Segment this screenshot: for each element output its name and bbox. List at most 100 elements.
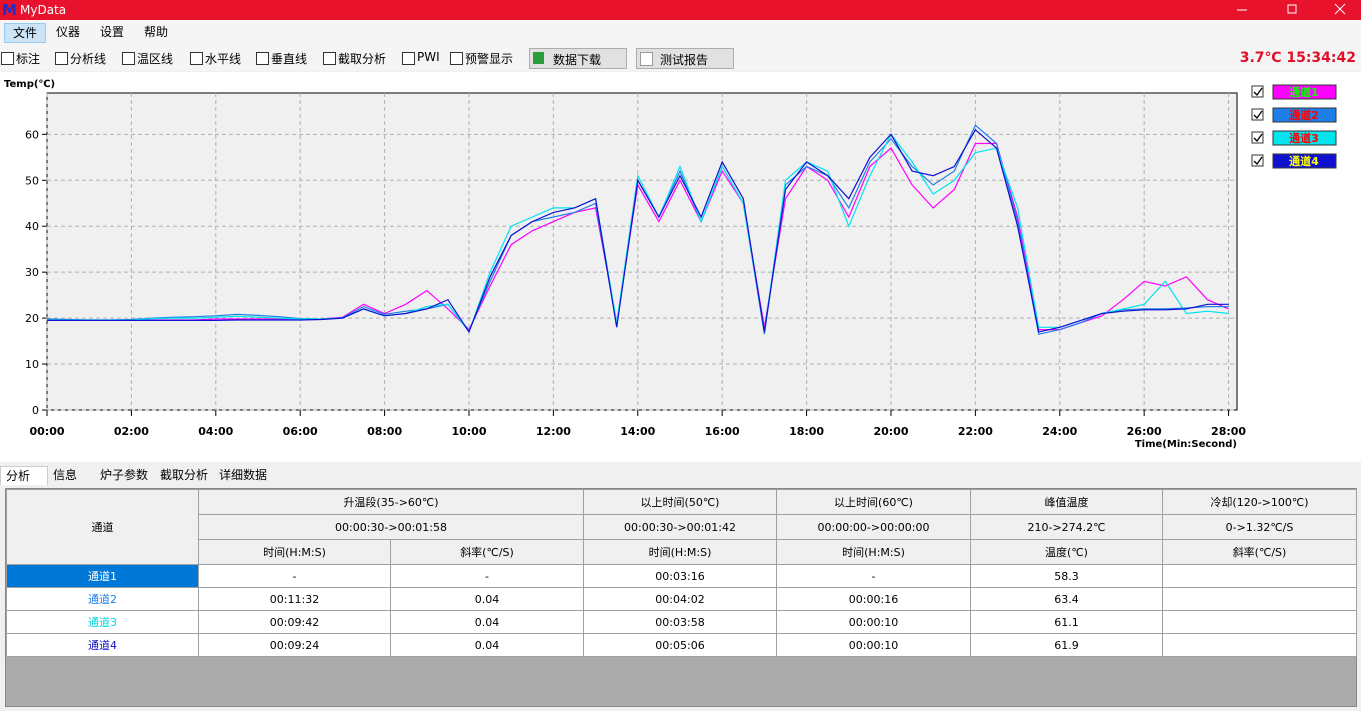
data-cell: 00:00:10 (776, 633, 971, 657)
checkbox[interactable] (402, 52, 415, 65)
tab[interactable]: 信息 (53, 468, 78, 482)
legend-swatch (1272, 153, 1337, 169)
menu-item[interactable]: 帮助 (144, 25, 169, 39)
range-cell: 0->1.32℃/S (1162, 514, 1357, 540)
title-bar: M MyData (0, 0, 1361, 20)
checkbox[interactable] (122, 52, 135, 65)
legend-label: 通道1 (1289, 85, 1319, 99)
menu-item[interactable]: 设置 (100, 25, 125, 39)
close-button[interactable] (1334, 3, 1346, 15)
checkbox-label[interactable]: 截取分析 (338, 52, 387, 66)
legend-swatch (1272, 107, 1337, 123)
data-cell (1162, 587, 1357, 611)
checkbox[interactable] (190, 52, 203, 65)
y-tick-label: 30 (25, 266, 39, 279)
subheader-cell: 温度(℃) (970, 539, 1163, 565)
app-icon: M (2, 1, 17, 19)
data-row[interactable]: 通道1- -00:03:16-58.3 (6, 564, 1357, 588)
data-cell: 61.1 (970, 610, 1163, 634)
data-cell (1162, 633, 1357, 657)
menu-item[interactable]: 仪器 (56, 25, 81, 39)
data-cell: 00:03:58 (583, 610, 777, 634)
data-cell: 00:00:16 (776, 587, 971, 611)
channel-cell: 通道1 (6, 564, 199, 588)
data-row[interactable]: 通道3 00:09:42 0.04 00:03:58 00:00:10 61.1 (6, 610, 1357, 634)
x-tick-label: 18:00 (789, 425, 824, 438)
window-title: MyData (20, 3, 67, 17)
data-cell: 00:03:16 (583, 564, 777, 588)
data-cell: - (390, 564, 584, 588)
checkbox-label[interactable]: 垂直线 (271, 52, 308, 66)
series-line (47, 128, 1229, 334)
y-tick-label: 0 (32, 404, 39, 417)
x-tick-label: 04:00 (198, 425, 233, 438)
header-cell: 峰值温度 (970, 489, 1163, 515)
legend-checkbox[interactable] (1251, 108, 1264, 121)
legend-swatch (1272, 130, 1337, 146)
x-tick-label: 24:00 (1042, 425, 1077, 438)
plot-area (46, 92, 1238, 411)
x-tick-label: 10:00 (451, 425, 486, 438)
x-tick-label: 20:00 (873, 425, 908, 438)
data-cell: 0.04 (390, 610, 584, 634)
tab-bar: 分析 信息 炉子参数 截取分析 详细数据 (0, 465, 1361, 486)
data-cell: 00:09:24 (198, 633, 391, 657)
checkbox-label[interactable]: PWI (417, 50, 440, 64)
data-cell: 00:04:02 (583, 587, 777, 611)
y-tick-label: 50 (25, 174, 39, 187)
restore-button[interactable] (1287, 4, 1297, 14)
header-cell: 冷却(120->100℃) (1162, 489, 1357, 515)
series-line (47, 133, 1229, 334)
x-tick-label: 00:00 (29, 425, 64, 438)
range-cell: 00:00:30->00:01:58 (198, 514, 584, 540)
x-tick-label: 06:00 (283, 425, 318, 438)
checkbox-label[interactable]: 预警显示 (465, 52, 514, 66)
tab[interactable]: 炉子参数 (100, 468, 149, 482)
status: 3.7℃ 15:34:42 (1239, 50, 1356, 66)
data-cell (1162, 610, 1357, 634)
checkbox[interactable] (55, 52, 68, 65)
checkbox-label[interactable]: 水平线 (205, 52, 242, 66)
data-row[interactable]: 通道4 00:09:24 0.04 00:05:06 00:00:10 61.9 (6, 633, 1357, 657)
data-row[interactable]: 通道2 00:11:32 0.04 00:04:02 00:00:16 63.4 (6, 587, 1357, 611)
legend-checkbox[interactable] (1251, 154, 1264, 167)
chart: Temp(℃) Time(Min:Second) 0 10 20 30 40 50 60 00:0… (0, 72, 1361, 462)
button-icon (533, 52, 544, 64)
tab[interactable]: 截取分析 (160, 468, 209, 482)
checkbox-label[interactable]: 分析线 (70, 52, 107, 66)
menu-item[interactable]: 文件 (4, 23, 47, 43)
data-cell: 63.4 (970, 587, 1163, 611)
toolbar-button[interactable]: 数据下载 (529, 48, 627, 69)
x-tick-label: 26:00 (1127, 425, 1162, 438)
checkbox[interactable] (323, 52, 336, 65)
legend-label: 通道2 (1289, 108, 1319, 122)
data-cell: - (776, 564, 971, 588)
tab[interactable]: 详细数据 (219, 468, 268, 482)
data-cell (1162, 564, 1357, 588)
results-table: 通道 升温段(35->60℃) 以上时间(50℃) 以上时间(60℃) 峰值温度 冷却(1… (6, 489, 1357, 657)
header-cell: 通道 (6, 489, 199, 565)
range-cell: 00:00:30->00:01:42 (583, 514, 777, 540)
button-label: 数据下载 (553, 53, 602, 67)
subheader-row: 时间(H:M:S) 斜率(℃/S) 时间(H:M:S) 时间(H:M:S) 温度(℃) 斜… (7, 539, 1357, 565)
legend-check (1253, 156, 1263, 166)
legend-label: 通道3 (1289, 131, 1319, 145)
checkbox[interactable] (1, 52, 14, 65)
legend-checkbox[interactable] (1251, 131, 1264, 144)
toolbar-button[interactable]: 测试报告 (636, 48, 734, 69)
legend-checkbox[interactable] (1251, 85, 1264, 98)
window-controls (1237, 3, 1346, 15)
checkbox-label[interactable]: 温区线 (137, 52, 174, 66)
subheader-cell: 斜率(℃/S) (1162, 539, 1357, 565)
x-tick-label: 16:00 (705, 425, 740, 438)
checkbox-label[interactable]: 标注 (16, 52, 41, 66)
subheader-cell: 斜率(℃/S) (390, 539, 584, 565)
tab[interactable]: 分析 (0, 466, 48, 485)
y-tick-label: 20 (25, 312, 39, 325)
header-cell: 以上时间(50℃) (583, 489, 777, 515)
x-tick-label: 22:00 (958, 425, 993, 438)
checkbox[interactable] (450, 52, 463, 65)
checkbox[interactable] (256, 52, 269, 65)
header-cell: 升温段(35->60℃) (198, 489, 584, 515)
